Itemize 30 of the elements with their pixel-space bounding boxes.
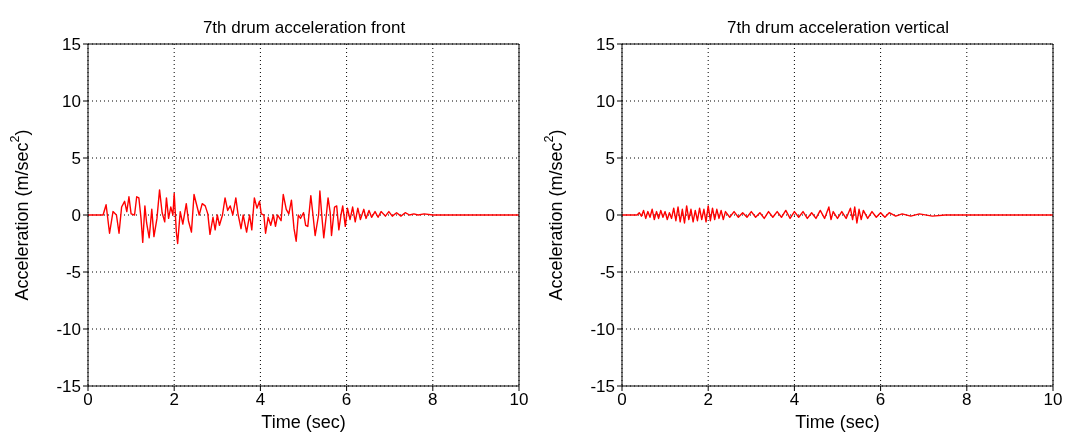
chart-title: 7th drum acceleration vertical bbox=[725, 18, 950, 38]
x-tick-label: 4 bbox=[789, 390, 800, 410]
y-tick-label: 15 bbox=[596, 35, 615, 55]
x-tick-label: 6 bbox=[341, 390, 352, 410]
chart-title: 7th drum acceleration front bbox=[201, 18, 407, 38]
y-tick-label: 15 bbox=[62, 35, 81, 55]
y-tick-label: -5 bbox=[599, 263, 615, 283]
x-tick-label: 4 bbox=[255, 390, 266, 410]
x-tick-label: 2 bbox=[169, 390, 179, 410]
line-series bbox=[622, 205, 1053, 224]
y-tick-label: -15 bbox=[590, 377, 615, 397]
y-tick-label: -5 bbox=[65, 263, 81, 283]
y-tick-label: 0 bbox=[71, 206, 81, 226]
x-tick-label: 8 bbox=[962, 390, 972, 410]
y-tick-label: 10 bbox=[62, 92, 81, 112]
x-axis-title: Time (sec) bbox=[795, 412, 880, 432]
x-tick-label: 10 bbox=[509, 390, 529, 410]
x-tick-label: 8 bbox=[428, 390, 438, 410]
line-series bbox=[88, 189, 519, 245]
y-tick-label: 5 bbox=[71, 149, 81, 169]
y-tick-label: 0 bbox=[605, 206, 615, 226]
x-tick-label: 10 bbox=[1043, 390, 1063, 410]
y-tick-label: -10 bbox=[590, 320, 615, 340]
y-tick-label: 5 bbox=[605, 149, 615, 169]
y-tick-label: -15 bbox=[56, 377, 81, 397]
x-axis-title: Time (sec) bbox=[261, 412, 346, 432]
x-tick-label: 2 bbox=[703, 390, 713, 410]
x-tick-label: 6 bbox=[875, 390, 886, 410]
y-tick-label: -10 bbox=[56, 320, 81, 340]
y-tick-label: 10 bbox=[596, 92, 615, 112]
